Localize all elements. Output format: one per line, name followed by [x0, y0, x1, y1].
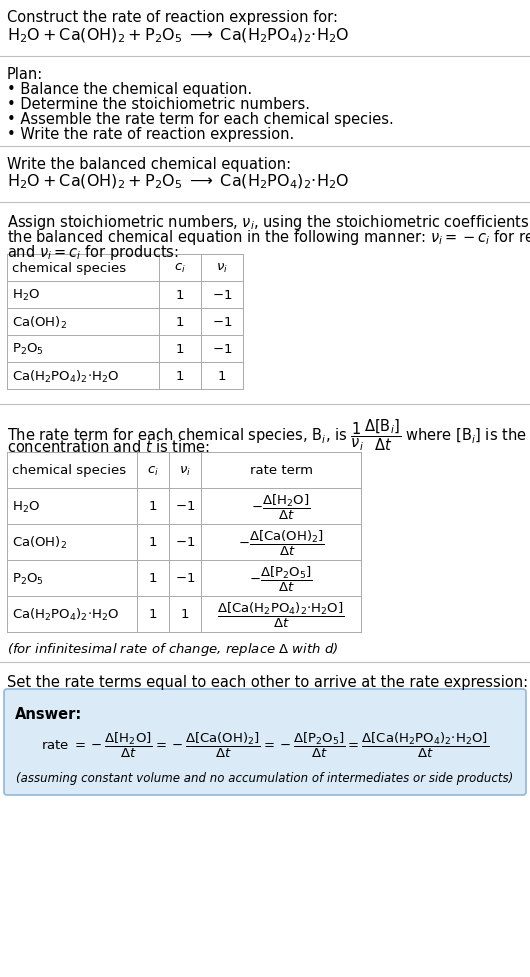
Text: $\nu_i$: $\nu_i$: [179, 464, 191, 477]
Text: $-1$: $-1$: [175, 536, 195, 549]
Text: 1: 1: [176, 289, 184, 302]
Text: Assign stoichiometric numbers, $\nu_i$, using the stoichiometric coefficients, $: Assign stoichiometric numbers, $\nu_i$, …: [7, 213, 530, 232]
Text: • Assemble the rate term for each chemical species.: • Assemble the rate term for each chemic…: [7, 112, 394, 127]
Text: The rate term for each chemical species, $\mathrm{B}_i$, is $\dfrac{1}{\nu_i}\df: The rate term for each chemical species,…: [7, 416, 530, 452]
Text: Answer:: Answer:: [15, 706, 82, 721]
Text: 1: 1: [181, 608, 189, 620]
Text: rate term: rate term: [250, 464, 313, 477]
Text: $\mathrm{Ca(H_2PO_4)_2{\cdot}H_2O}$: $\mathrm{Ca(H_2PO_4)_2{\cdot}H_2O}$: [12, 368, 119, 384]
Text: 1: 1: [176, 369, 184, 383]
Text: $\dfrac{\Delta[\mathrm{Ca(H_2PO_4)_2{\cdot}H_2O}]}{\Delta t}$: $\dfrac{\Delta[\mathrm{Ca(H_2PO_4)_2{\cd…: [217, 600, 345, 629]
Text: 1: 1: [176, 343, 184, 356]
Text: (assuming constant volume and no accumulation of intermediates or side products): (assuming constant volume and no accumul…: [16, 771, 514, 785]
Text: Plan:: Plan:: [7, 67, 43, 82]
Text: the balanced chemical equation in the following manner: $\nu_i = -c_i$ for react: the balanced chemical equation in the fo…: [7, 228, 530, 247]
Text: $\mathrm{Ca(OH)_2}$: $\mathrm{Ca(OH)_2}$: [12, 534, 67, 550]
Text: rate $= -\dfrac{\Delta[\mathrm{H_2O}]}{\Delta t} = -\dfrac{\Delta[\mathrm{Ca(OH): rate $= -\dfrac{\Delta[\mathrm{H_2O}]}{\…: [41, 730, 489, 759]
Text: Construct the rate of reaction expression for:: Construct the rate of reaction expressio…: [7, 10, 338, 25]
Text: $\nu_i$: $\nu_i$: [216, 262, 228, 275]
Text: $-\dfrac{\Delta[\mathrm{Ca(OH)_2}]}{\Delta t}$: $-\dfrac{\Delta[\mathrm{Ca(OH)_2}]}{\Del…: [237, 528, 324, 557]
Text: • Determine the stoichiometric numbers.: • Determine the stoichiometric numbers.: [7, 97, 310, 112]
Text: • Balance the chemical equation.: • Balance the chemical equation.: [7, 82, 252, 97]
Text: $\mathrm{H_2O}$: $\mathrm{H_2O}$: [12, 499, 40, 514]
Text: $c_i$: $c_i$: [147, 464, 159, 477]
Text: $\mathrm{H_2O + Ca(OH)_2 + P_2O_5} \;\longrightarrow\; \mathrm{Ca(H_2PO_4)_2{\cd: $\mathrm{H_2O + Ca(OH)_2 + P_2O_5} \;\lo…: [7, 173, 349, 191]
Text: and $\nu_i = c_i$ for products:: and $\nu_i = c_i$ for products:: [7, 242, 179, 262]
Text: $\mathrm{Ca(H_2PO_4)_2{\cdot}H_2O}$: $\mathrm{Ca(H_2PO_4)_2{\cdot}H_2O}$: [12, 607, 119, 622]
Text: (for infinitesimal rate of change, replace $\Delta$ with $d$): (for infinitesimal rate of change, repla…: [7, 640, 339, 658]
Text: 1: 1: [149, 536, 157, 549]
Text: $\mathrm{H_2O}$: $\mathrm{H_2O}$: [12, 287, 40, 303]
Text: $c_i$: $c_i$: [174, 262, 186, 275]
Text: 1: 1: [176, 316, 184, 328]
Text: $\mathrm{P_2O_5}$: $\mathrm{P_2O_5}$: [12, 571, 44, 586]
Text: $-1$: $-1$: [175, 500, 195, 513]
Text: $-1$: $-1$: [212, 289, 232, 302]
Text: 1: 1: [149, 608, 157, 620]
Text: $-\dfrac{\Delta[\mathrm{H_2O}]}{\Delta t}$: $-\dfrac{\Delta[\mathrm{H_2O}]}{\Delta t…: [251, 491, 311, 521]
Text: $-1$: $-1$: [175, 572, 195, 585]
Text: Set the rate terms equal to each other to arrive at the rate expression:: Set the rate terms equal to each other t…: [7, 674, 528, 690]
Text: chemical species: chemical species: [12, 262, 126, 275]
Text: $-\dfrac{\Delta[\mathrm{P_2O_5}]}{\Delta t}$: $-\dfrac{\Delta[\mathrm{P_2O_5}]}{\Delta…: [249, 564, 313, 593]
Text: 1: 1: [149, 572, 157, 585]
Text: $-1$: $-1$: [212, 343, 232, 356]
Text: $\mathrm{P_2O_5}$: $\mathrm{P_2O_5}$: [12, 342, 44, 357]
Text: Write the balanced chemical equation:: Write the balanced chemical equation:: [7, 157, 291, 172]
Text: 1: 1: [218, 369, 226, 383]
Text: 1: 1: [149, 500, 157, 513]
Text: chemical species: chemical species: [12, 464, 126, 477]
Text: $\mathrm{H_2O + Ca(OH)_2 + P_2O_5} \;\longrightarrow\; \mathrm{Ca(H_2PO_4)_2{\cd: $\mathrm{H_2O + Ca(OH)_2 + P_2O_5} \;\lo…: [7, 27, 349, 45]
FancyBboxPatch shape: [4, 690, 526, 795]
Text: $-1$: $-1$: [212, 316, 232, 328]
Text: $\mathrm{Ca(OH)_2}$: $\mathrm{Ca(OH)_2}$: [12, 315, 67, 330]
Text: concentration and $t$ is time:: concentration and $t$ is time:: [7, 439, 210, 454]
Text: • Write the rate of reaction expression.: • Write the rate of reaction expression.: [7, 127, 294, 142]
